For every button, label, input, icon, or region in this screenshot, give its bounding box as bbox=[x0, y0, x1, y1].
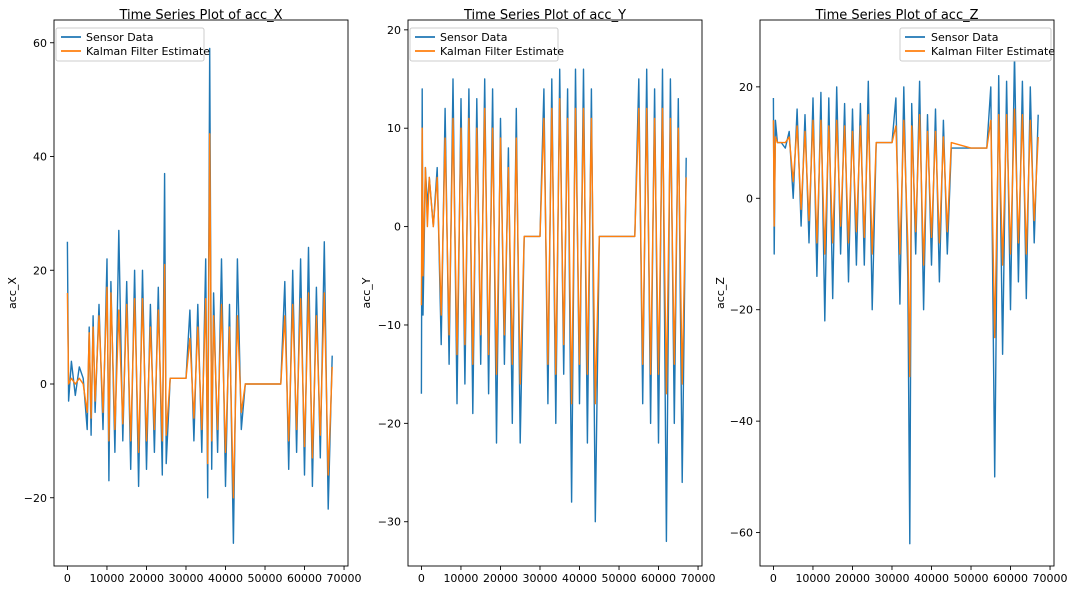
legend: Sensor Data Kalman Filter Estimate bbox=[899, 27, 1055, 62]
x-tick-label: 60000 bbox=[993, 572, 1028, 585]
chart-title: Time Series Plot of acc_Y bbox=[463, 8, 626, 23]
x-tick-label: 70000 bbox=[327, 572, 362, 585]
x-tick-label: 30000 bbox=[522, 572, 557, 585]
x-tick-label: 60000 bbox=[641, 572, 676, 585]
x-tick-label: 10000 bbox=[795, 572, 830, 585]
plot-area-frame bbox=[759, 19, 1055, 567]
plot-area-frame bbox=[53, 19, 349, 567]
x-tick-label: 70000 bbox=[681, 572, 716, 585]
x-tick-label: 20000 bbox=[129, 572, 164, 585]
x-tick-label: 40000 bbox=[562, 572, 597, 585]
legend-label-sensor-data: Sensor Data bbox=[440, 31, 507, 44]
legend-label-kalman-filter-estimate: Kalman Filter Estimate bbox=[86, 45, 210, 58]
y-tick-label: 20 bbox=[33, 264, 47, 277]
x-tick-label: 50000 bbox=[248, 572, 283, 585]
chart-title: Time Series Plot of acc_X bbox=[118, 8, 282, 23]
series-line-kalman-filter-estimate bbox=[66, 133, 333, 499]
legend-label-sensor-data: Sensor Data bbox=[86, 31, 153, 44]
y-tick-label: −20 bbox=[378, 417, 401, 430]
y-tick-label: −30 bbox=[378, 516, 401, 529]
y-tick-label: 0 bbox=[40, 378, 47, 391]
x-tick-label: 40000 bbox=[914, 572, 949, 585]
legend-box bbox=[899, 27, 1052, 62]
plot-area-frame bbox=[407, 19, 703, 567]
x-tick-label: 50000 bbox=[602, 572, 637, 585]
y-axis-label: acc_Z bbox=[714, 277, 727, 309]
legend-label-kalman-filter-estimate: Kalman Filter Estimate bbox=[440, 45, 564, 58]
subplot-acc-y: Time Series Plot of acc_Y acc_Y Sensor D… bbox=[360, 8, 716, 585]
y-tick-label: −40 bbox=[730, 415, 753, 428]
legend-label-kalman-filter-estimate: Kalman Filter Estimate bbox=[931, 45, 1055, 58]
x-tick-label: 20000 bbox=[835, 572, 870, 585]
y-tick-label: 40 bbox=[33, 151, 47, 164]
y-tick-label: −10 bbox=[378, 319, 401, 332]
x-tick-label: 50000 bbox=[954, 572, 989, 585]
x-tick-label: 70000 bbox=[1033, 572, 1068, 585]
y-tick-label: 0 bbox=[394, 221, 401, 234]
x-tick-label: 10000 bbox=[89, 572, 124, 585]
x-tick-label: 40000 bbox=[208, 572, 243, 585]
x-tick-label: 0 bbox=[770, 572, 777, 585]
subplot-acc-x: Time Series Plot of acc_X acc_X Sensor D… bbox=[6, 8, 362, 585]
series-line-kalman-filter-estimate bbox=[772, 108, 1039, 378]
y-tick-label: 10 bbox=[387, 122, 401, 135]
legend-box bbox=[55, 27, 205, 62]
x-tick-label: 0 bbox=[418, 572, 425, 585]
series-group bbox=[772, 52, 1039, 545]
x-tick-label: 60000 bbox=[287, 572, 322, 585]
y-tick-label: −20 bbox=[730, 304, 753, 317]
y-tick-label: −60 bbox=[730, 527, 753, 540]
subplot-acc-z: Time Series Plot of acc_Z acc_Z Sensor D… bbox=[714, 8, 1068, 585]
legend: Sensor Data Kalman Filter Estimate bbox=[55, 27, 210, 62]
x-tick-label: 30000 bbox=[874, 572, 909, 585]
legend: Sensor Data Kalman Filter Estimate bbox=[409, 27, 564, 62]
series-group bbox=[420, 68, 687, 543]
y-tick-label: 20 bbox=[387, 24, 401, 37]
legend-box bbox=[409, 27, 559, 62]
y-tick-label: 20 bbox=[739, 81, 753, 94]
series-group bbox=[66, 47, 333, 544]
y-axis-label: acc_Y bbox=[360, 277, 373, 308]
y-tick-label: −20 bbox=[24, 492, 47, 505]
y-tick-label: 60 bbox=[33, 37, 47, 50]
x-tick-label: 10000 bbox=[443, 572, 478, 585]
chart-title: Time Series Plot of acc_Z bbox=[814, 8, 978, 23]
x-tick-label: 0 bbox=[64, 572, 71, 585]
x-tick-label: 20000 bbox=[483, 572, 518, 585]
y-axis-label: acc_X bbox=[6, 277, 19, 309]
legend-label-sensor-data: Sensor Data bbox=[931, 31, 998, 44]
x-tick-label: 30000 bbox=[168, 572, 203, 585]
y-tick-label: 0 bbox=[746, 192, 753, 205]
series-line-kalman-filter-estimate bbox=[420, 97, 687, 405]
